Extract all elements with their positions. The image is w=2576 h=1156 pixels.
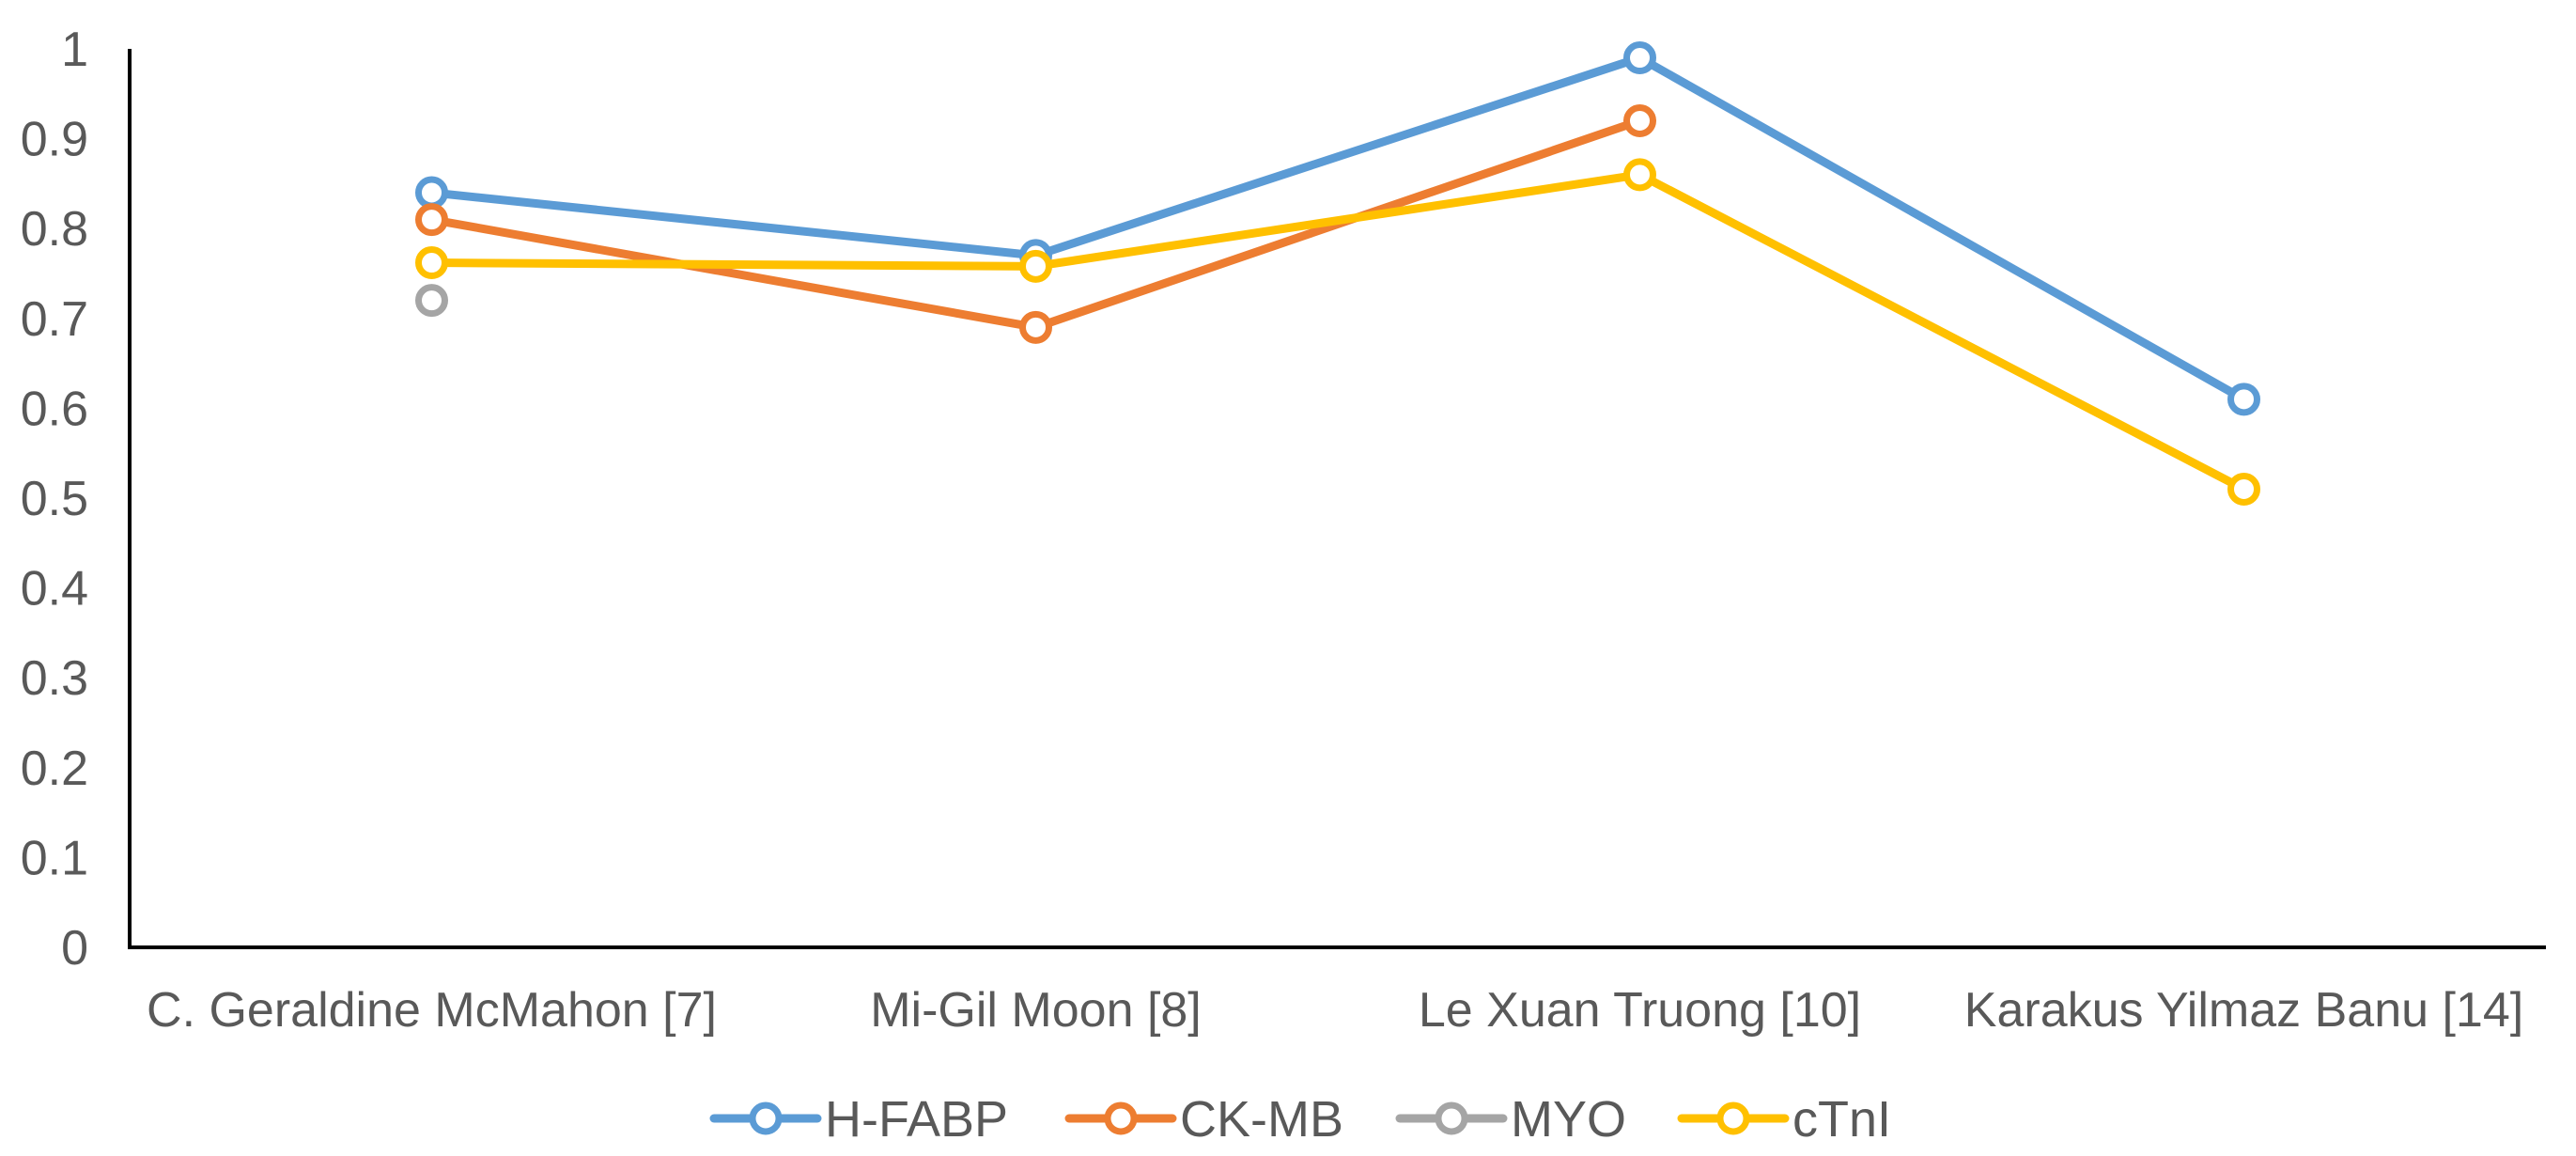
series-line-segment: [427, 188, 1040, 260]
data-point: [1623, 103, 1656, 137]
y-tick-label: 0: [61, 921, 88, 976]
data-point: [1623, 41, 1656, 75]
data-point: [1019, 249, 1052, 283]
series-line-segment: [427, 215, 1040, 332]
series-line-segment: [1032, 54, 1644, 260]
data-point: [415, 176, 448, 210]
data-point: [415, 203, 448, 237]
legend-label: CK-MB: [1180, 1091, 1343, 1148]
legend-swatch-marker: [749, 1101, 783, 1135]
y-tick-label: 0.8: [21, 202, 88, 257]
series-line-segment: [1636, 170, 2248, 493]
series-layer: [415, 41, 2260, 506]
y-tick-label: 0.1: [21, 831, 88, 885]
y-tick-label: 0.6: [21, 382, 88, 436]
series-line-segment: [1636, 54, 2248, 404]
x-category-label: C. Geraldine McMahon [7]: [147, 983, 717, 1038]
legend-label: cTnI: [1792, 1091, 1891, 1148]
x-category-label: Le Xuan Truong [10]: [1419, 983, 1861, 1038]
data-point: [415, 246, 448, 280]
x-axis-labels: C. Geraldine McMahon [7] Mi-Gil Moon [8] L…: [147, 983, 2523, 1038]
y-tick-label: 0.3: [21, 651, 88, 706]
series-ck-mb: [415, 103, 1656, 344]
legend-swatch-marker: [1104, 1101, 1138, 1135]
legend-item-ctni: cTnI: [1677, 1091, 1891, 1148]
series-line-segment: [427, 258, 1040, 271]
legend-swatch-marker: [1435, 1101, 1468, 1135]
legend-label: MYO: [1511, 1091, 1626, 1148]
series-ctni: [415, 158, 2260, 506]
y-tick-label: 0.7: [21, 292, 88, 347]
data-point: [1019, 310, 1052, 344]
data-point: [2227, 383, 2260, 416]
y-tick-label: 1: [61, 23, 88, 77]
y-axis-ticks: 0 0.1 0.2 0.3 0.4 0.5 0.6 0.7 0.8 0.9 1: [21, 23, 88, 976]
data-point: [1623, 158, 1656, 192]
x-category-label: Mi-Gil Moon [8]: [870, 983, 1202, 1038]
y-tick-label: 0.4: [21, 562, 88, 617]
data-point: [2227, 472, 2260, 506]
series-line-segment: [1032, 170, 1644, 271]
y-tick-label: 0.5: [21, 472, 88, 526]
series-h-fabp: [415, 41, 2260, 416]
y-tick-label: 0.9: [21, 113, 88, 167]
series-myo: [415, 284, 448, 318]
legend-item-h-fabp: H-FABP: [709, 1091, 1008, 1148]
legend-swatch-marker: [1716, 1101, 1750, 1135]
legend-item-ck-mb: CK-MB: [1064, 1091, 1343, 1148]
legend-item-myo: MYO: [1395, 1091, 1626, 1148]
x-category-label: Karakus Yilmaz Banu [14]: [1964, 983, 2523, 1038]
y-tick-label: 0.2: [21, 742, 88, 796]
data-point: [415, 284, 448, 318]
legend-label: H-FABP: [825, 1091, 1008, 1148]
legend: H-FABP CK-MB MYO cTnI: [709, 1091, 1891, 1148]
